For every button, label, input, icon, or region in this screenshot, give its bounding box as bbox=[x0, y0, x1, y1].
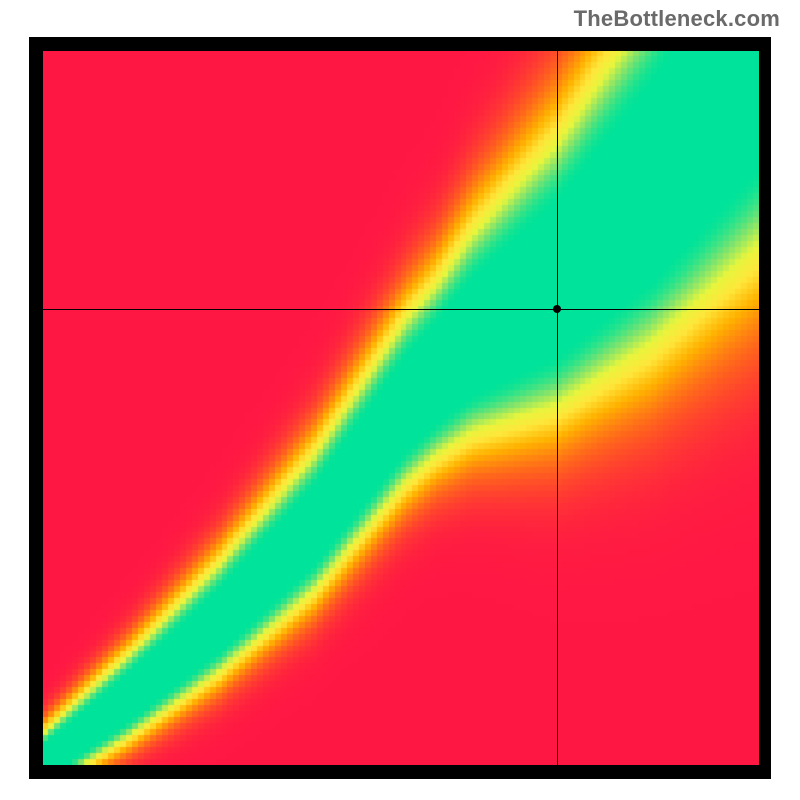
heatmap-canvas bbox=[43, 51, 759, 765]
site-watermark: TheBottleneck.com bbox=[574, 6, 780, 32]
bottleneck-chart bbox=[29, 37, 771, 779]
intersection-dot bbox=[553, 305, 561, 313]
crosshair-horizontal bbox=[43, 309, 759, 310]
stage: TheBottleneck.com bbox=[0, 0, 800, 800]
crosshair-vertical bbox=[557, 51, 558, 765]
